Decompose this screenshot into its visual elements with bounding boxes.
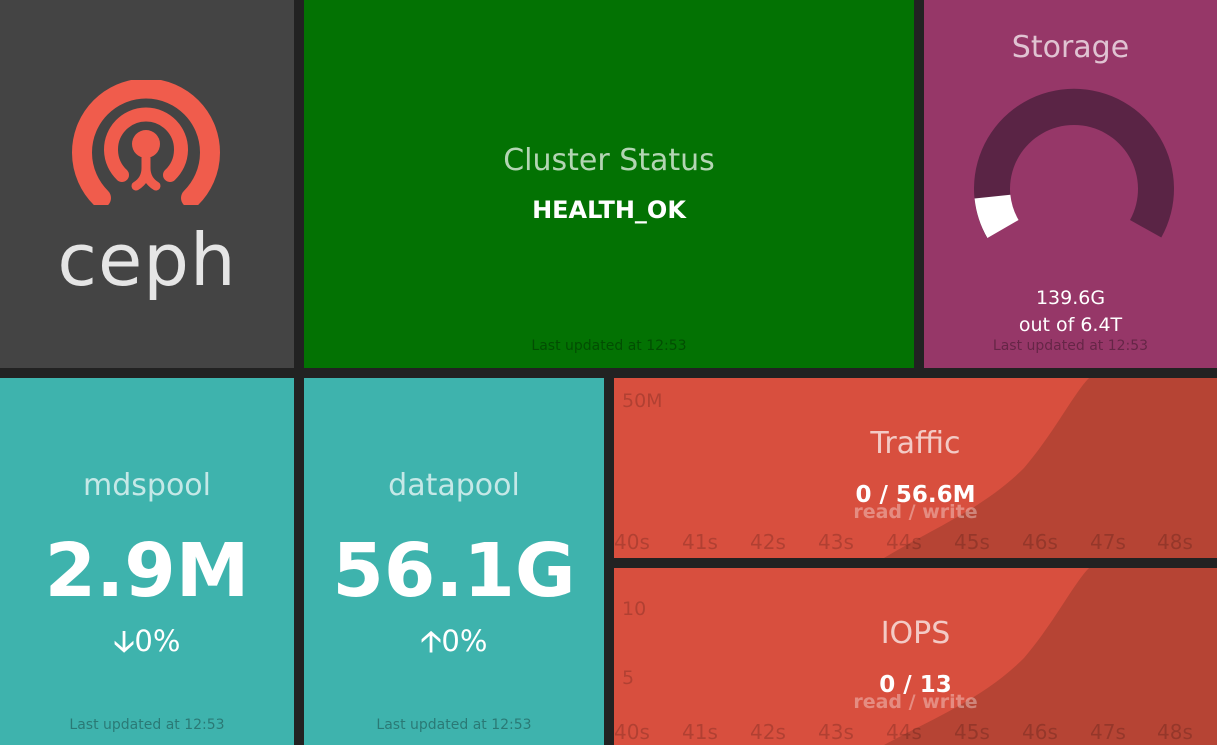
iops-x-tick: 44s [886, 720, 922, 744]
ceph-wordmark: ceph [57, 218, 237, 302]
iops-x-tick: 48s [1157, 720, 1193, 744]
datapool-updated: Last updated at 12:53 [376, 717, 532, 733]
storage-used-value: 139.6G [1035, 287, 1106, 309]
traffic-x-tick: 46s [1022, 530, 1058, 554]
iops-x-tick: 43s [818, 720, 854, 744]
mdspool-value: 2.9M [44, 528, 250, 614]
iops-x-tick: 47s [1090, 720, 1126, 744]
iops-value: 0 / 13 [879, 672, 952, 698]
iops-x-tick: 42s [750, 720, 786, 744]
arrow-down-icon: 🡣 [113, 624, 135, 658]
cluster-status-tile[interactable]: Cluster Status HEALTH_OK Last updated at… [304, 0, 914, 368]
iops-y-tick: 5 [622, 667, 635, 689]
storage-total-value: out of 6.4T [1018, 314, 1123, 336]
traffic-subtitle: read / write [853, 501, 978, 523]
traffic-x-tick: 47s [1090, 530, 1126, 554]
iops-y-tick: 10 [622, 598, 647, 620]
traffic-x-tick: 43s [818, 530, 854, 554]
traffic-x-tick: 42s [750, 530, 786, 554]
storage-gauge [974, 88, 1174, 238]
arrow-up-icon: 🡡 [420, 624, 442, 658]
traffic-x-tick: 41s [682, 530, 718, 554]
iops-x-tick: 46s [1022, 720, 1058, 744]
cluster-status-title: Cluster Status [503, 143, 715, 178]
storage-title: Storage [1011, 30, 1130, 65]
traffic-x-tick: 45s [954, 530, 990, 554]
iops-subtitle: read / write [853, 691, 978, 713]
iops-graph-area [884, 568, 1217, 745]
mdspool-updated: Last updated at 12:53 [69, 717, 225, 733]
iops-x-tick: 41s [682, 720, 718, 744]
mdspool-change: 🡣0% [0, 621, 294, 670]
storage-gauge-track [974, 88, 1174, 238]
datapool-value: 56.1G [332, 528, 576, 614]
cluster-health-value: HEALTH_OK [532, 196, 686, 224]
mdspool-tile[interactable]: mdspool 2.9M 🡣0% Last updated at 12:53 [0, 378, 294, 745]
storage-updated: Last updated at 12:53 [992, 338, 1149, 354]
iops-x-tick: 45s [954, 720, 990, 744]
traffic-x-tick: 44s [886, 530, 922, 554]
iops-graph [884, 568, 1217, 745]
ceph-logo-tile: ceph [0, 0, 294, 368]
traffic-x-tick: 40s [614, 530, 650, 554]
mdspool-change-value: 0% [134, 624, 181, 658]
storage-gauge-fill [974, 194, 1019, 238]
datapool-tile[interactable]: datapool 56.1G 🡡0% Last updated at 12:53 [304, 378, 604, 745]
storage-tile[interactable]: Storage 139.6G out of 6.4T Last updated … [924, 0, 1217, 368]
traffic-title: Traffic [870, 426, 961, 461]
iops-x-tick: 40s [614, 720, 650, 744]
traffic-value: 0 / 56.6M [855, 482, 976, 508]
mdspool-title: mdspool [83, 468, 211, 503]
datapool-title: datapool [388, 468, 520, 503]
traffic-graph-area [884, 378, 1217, 558]
traffic-x-tick: 48s [1157, 530, 1193, 554]
iops-tile[interactable]: 10 5 IOPS 0 / 13 read / write 40s 41s 42… [614, 568, 1217, 745]
iops-title: IOPS [880, 616, 951, 651]
ceph-logo-icon [72, 80, 220, 205]
datapool-change-value: 0% [441, 624, 488, 658]
traffic-y-tick: 50M [622, 390, 663, 412]
traffic-graph [884, 378, 1217, 558]
traffic-tile[interactable]: 50M Traffic 0 / 56.6M read / write 40s 4… [614, 378, 1217, 558]
datapool-change: 🡡0% [304, 621, 604, 670]
cluster-status-updated: Last updated at 12:53 [531, 338, 687, 354]
